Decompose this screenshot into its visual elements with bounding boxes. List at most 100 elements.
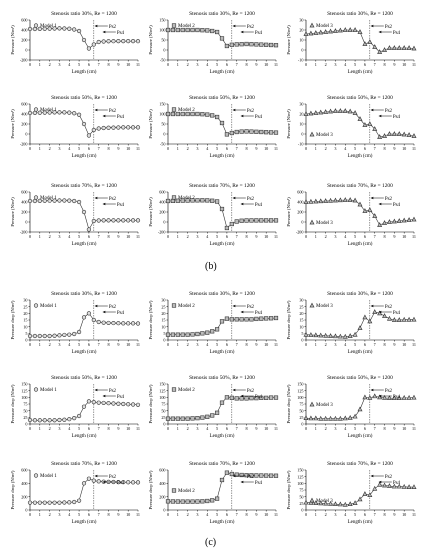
x-tick-label: 7 [236,342,238,347]
ps4-label: Ps4 [393,311,401,316]
data-point [411,216,417,222]
x-tick-label: 6 [364,234,366,239]
y-tick-label: 30 [161,298,165,303]
x-tick-label: 10 [264,146,268,151]
data-point [37,500,42,505]
data-point [33,23,39,28]
data-point [27,198,33,204]
x-tick-label: 11 [136,426,140,431]
y-axis-label: Pressure (N/m²) [286,109,291,139]
ps2-arrowhead [370,304,374,308]
data-point [239,129,244,134]
x-tick-label: 10 [264,342,268,347]
x-tick-label: 7 [236,62,238,67]
data-point [234,129,239,135]
y-tick-label: 200 [21,210,27,215]
data-point [347,333,353,338]
data-point [308,332,314,337]
legend-label: Model 2 [178,196,195,201]
data-point [411,484,417,489]
y-tick-label: 200 [21,494,27,499]
x-tick-label: 0 [305,512,307,517]
data-point [205,498,210,504]
x-tick-label: 3 [334,426,336,431]
data-point [52,418,57,423]
x-tick-label: 7 [98,62,100,67]
data-point [411,45,417,51]
x-tick-label: 1 [39,234,41,239]
data-point [86,227,92,232]
data-point [268,42,274,48]
data-point [411,394,417,400]
y-tick-label: 5 [301,331,303,336]
y-axis-label: Pressure (N/m²) [286,197,291,227]
data-point [219,319,225,324]
y-tick-label: -50 [160,58,166,63]
data-point [126,480,131,485]
x-tick-label: 1 [177,342,179,347]
data-point [130,218,136,223]
x-tick-label: 8 [107,342,109,347]
data-point [249,218,254,223]
x-tick-label: 6 [226,146,228,151]
x-tick-label: 2 [325,342,327,347]
x-tick-label: 9 [117,426,119,431]
data-point [185,27,190,33]
data-point [308,415,314,421]
chart-title: Stenosis ratio 30%, Re = 1200 [51,11,117,17]
data-point [76,199,82,205]
data-point [313,30,319,35]
data-point [205,198,210,203]
chart-panel: Stenosis ratio 50%, Re = 120002550751001… [148,375,279,439]
y-tick-label: 25 [23,415,27,420]
data-point [337,108,343,113]
data-point [386,219,392,224]
x-tick-label: 4 [68,62,71,67]
data-point [401,131,407,137]
x-tick-label: 9 [393,234,395,239]
data-point [210,113,215,118]
x-tick-label: 0 [305,342,307,347]
data-point [210,198,215,203]
data-point [362,491,368,496]
x-tick-label: 7 [98,512,100,517]
data-point [219,477,225,483]
data-point [259,395,264,400]
x-tick-label: 4 [206,426,209,431]
data-point [259,42,264,47]
x-tick-label: 2 [49,342,51,347]
data-point [171,488,177,493]
ps4-label: Ps4 [393,31,401,36]
x-tick-label: 6 [226,234,228,239]
x-axis-label: Length (cm) [72,70,97,75]
legend-label: Model 1 [40,388,57,393]
x-tick-label: 10 [402,146,406,151]
data-point [249,129,254,134]
data-point [332,333,338,339]
y-tick-label: 100 [159,28,165,33]
ps4-label: Ps4 [255,31,263,36]
chart-title: Stenosis ratio 70%, Re = 1200 [189,183,255,189]
chart-title: Stenosis ratio 70%, Re = 1200 [51,461,117,467]
data-point [96,39,101,45]
data-point [37,26,42,32]
data-point [362,314,368,320]
y-tick-label: -10 [298,58,304,63]
data-point [116,125,121,130]
x-axis-label: Length (cm) [348,520,373,525]
x-tick-label: 3 [58,234,60,239]
data-point [111,320,116,326]
y-tick-label: 50 [299,408,303,413]
data-point [171,107,177,112]
x-tick-label: 8 [245,342,247,347]
data-point [37,110,42,115]
ps2-arrowhead [370,474,374,478]
legend-label: Model 1 [40,304,57,309]
data-point [170,111,176,117]
y-tick-label: 125 [297,474,303,479]
y-tick-label: 125 [21,388,27,393]
data-point [411,133,417,138]
data-point [32,500,38,505]
chart-title: Stenosis ratio 70%, Re = 1200 [51,183,117,189]
data-point [91,218,96,224]
